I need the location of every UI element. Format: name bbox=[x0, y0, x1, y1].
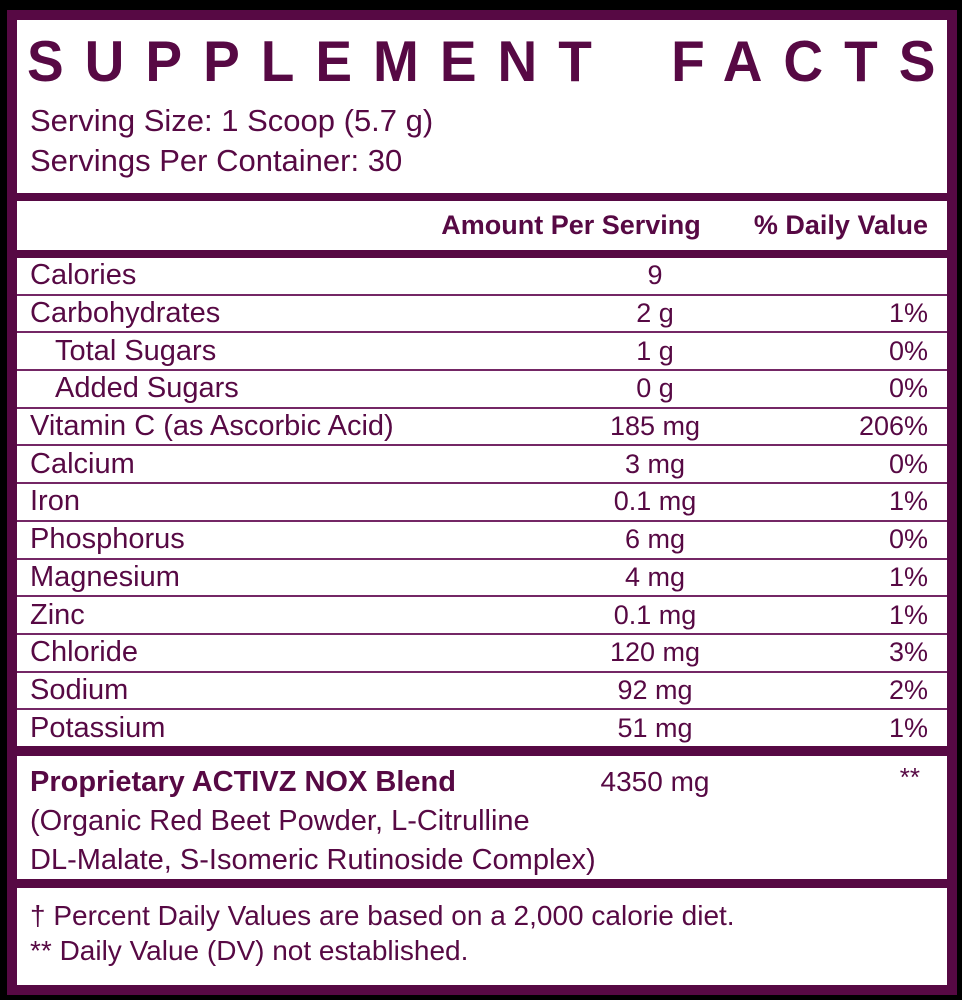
nutrient-amount: 1 g bbox=[636, 335, 674, 366]
table-row: Magnesium 4 mg 1% bbox=[17, 560, 947, 598]
nutrient-amount: 0 g bbox=[636, 373, 674, 404]
table-row: Zinc 0.1 mg 1% bbox=[17, 597, 947, 635]
nutrient-name: Potassium bbox=[30, 711, 166, 744]
nutrient-name: Magnesium bbox=[30, 560, 180, 593]
table-row: Iron 0.1 mg 1% bbox=[17, 484, 947, 522]
nutrient-name: Chloride bbox=[30, 636, 138, 669]
proprietary-description-line-1: (Organic Red Beet Powder, L-Citrulline bbox=[30, 805, 530, 837]
daily-value-header: % Daily Value bbox=[753, 210, 928, 240]
amount-per-serving-header: Amount Per Serving bbox=[441, 210, 701, 240]
serving-info: Serving Size: 1 Scoop (5.7 g) Servings P… bbox=[30, 101, 947, 181]
proprietary-blend-section: Proprietary ACTIVZ NOX Blend 4350 mg ** … bbox=[17, 756, 947, 879]
nutrient-daily-value: 1% bbox=[888, 298, 928, 329]
nutrient-daily-value: 1% bbox=[888, 712, 928, 743]
nutrient-name: Added Sugars bbox=[55, 372, 239, 405]
nutrient-amount: 9 bbox=[647, 260, 663, 291]
nutrient-amount: 0.1 mg bbox=[613, 486, 697, 517]
nutrient-amount: 185 mg bbox=[609, 411, 701, 442]
nutrient-amount: 2 g bbox=[636, 298, 674, 329]
nutrient-daily-value: 3% bbox=[888, 637, 928, 668]
nutrient-name: Vitamin C (as Ascorbic Acid) bbox=[30, 410, 394, 443]
nutrient-name: Calcium bbox=[30, 447, 135, 480]
proprietary-blend-row: Proprietary ACTIVZ NOX Blend 4350 mg ** bbox=[17, 762, 947, 802]
table-row: Vitamin C (as Ascorbic Acid) 185 mg 206% bbox=[17, 409, 947, 447]
nutrient-amount: 0.1 mg bbox=[613, 599, 697, 630]
nutrient-daily-value: 0% bbox=[888, 524, 928, 555]
nutrient-name: Zinc bbox=[30, 598, 85, 631]
supplement-facts-label: SUPPLEMENT FACTS Serving Size: 1 Scoop (… bbox=[7, 10, 957, 995]
column-header-row: Amount Per Serving % Daily Value bbox=[17, 201, 947, 250]
nutrient-amount: 92 mg bbox=[617, 674, 693, 705]
table-row: Sodium 92 mg 2% bbox=[17, 673, 947, 711]
proprietary-blend-name: Proprietary ACTIVZ NOX Blend bbox=[30, 765, 456, 798]
table-row: Calories 9 bbox=[17, 258, 947, 296]
table-row: Added Sugars 0 g 0% bbox=[17, 371, 947, 409]
nutrient-daily-value: 0% bbox=[888, 335, 928, 366]
servings-per-container: Servings Per Container: 30 bbox=[30, 143, 403, 178]
section-divider bbox=[17, 193, 947, 201]
footnote-not-established: ** Daily Value (DV) not established. bbox=[30, 935, 469, 966]
nutrient-daily-value: 2% bbox=[888, 674, 928, 705]
table-row: Chloride 120 mg 3% bbox=[17, 635, 947, 673]
section-divider bbox=[17, 250, 947, 258]
nutrient-table: Calories 9 Carbohydrates 2 g 1% Total Su… bbox=[17, 258, 947, 746]
nutrient-name: Carbohydrates bbox=[30, 297, 221, 330]
nutrient-name: Sodium bbox=[30, 673, 129, 706]
nutrient-amount: 3 mg bbox=[624, 448, 686, 479]
nutrient-daily-value: 1% bbox=[888, 561, 928, 592]
footnote-daily-value: † Percent Daily Values are based on a 2,… bbox=[30, 900, 735, 931]
table-row: Calcium 3 mg 0% bbox=[17, 446, 947, 485]
nutrient-name: Total Sugars bbox=[55, 334, 217, 367]
proprietary-blend-dv-asterisks: ** bbox=[899, 762, 920, 792]
nutrient-amount: 6 mg bbox=[624, 524, 686, 555]
nutrient-amount: 120 mg bbox=[609, 637, 701, 668]
proprietary-blend-amount: 4350 mg bbox=[600, 766, 710, 797]
nutrient-name: Calories bbox=[30, 259, 137, 292]
nutrient-amount: 4 mg bbox=[624, 561, 686, 592]
nutrient-name: Iron bbox=[30, 485, 80, 518]
label-header: SUPPLEMENT FACTS Serving Size: 1 Scoop (… bbox=[17, 20, 947, 193]
nutrient-daily-value: 0% bbox=[888, 448, 928, 479]
serving-size: Serving Size: 1 Scoop (5.7 g) bbox=[30, 103, 434, 138]
nutrient-amount: 51 mg bbox=[617, 712, 693, 743]
table-row: Carbohydrates 2 g 1% bbox=[17, 296, 947, 334]
section-divider bbox=[17, 879, 947, 888]
table-row: Phosphorus 6 mg 0% bbox=[17, 522, 947, 560]
footnotes-section: † Percent Daily Values are based on a 2,… bbox=[17, 888, 947, 985]
nutrient-daily-value: 206% bbox=[858, 411, 928, 442]
nutrient-daily-value: 1% bbox=[888, 486, 928, 517]
nutrient-name: Phosphorus bbox=[30, 523, 185, 556]
proprietary-description-line-2: DL-Malate, S-Isomeric Rutinoside Complex… bbox=[30, 844, 596, 876]
nutrient-daily-value: 1% bbox=[888, 599, 928, 630]
table-row: Potassium 51 mg 1% bbox=[17, 710, 947, 746]
table-row: Total Sugars 1 g 0% bbox=[17, 333, 947, 372]
supplement-facts-title: SUPPLEMENT FACTS bbox=[27, 28, 957, 94]
nutrient-daily-value: 0% bbox=[888, 373, 928, 404]
section-divider bbox=[17, 746, 947, 756]
